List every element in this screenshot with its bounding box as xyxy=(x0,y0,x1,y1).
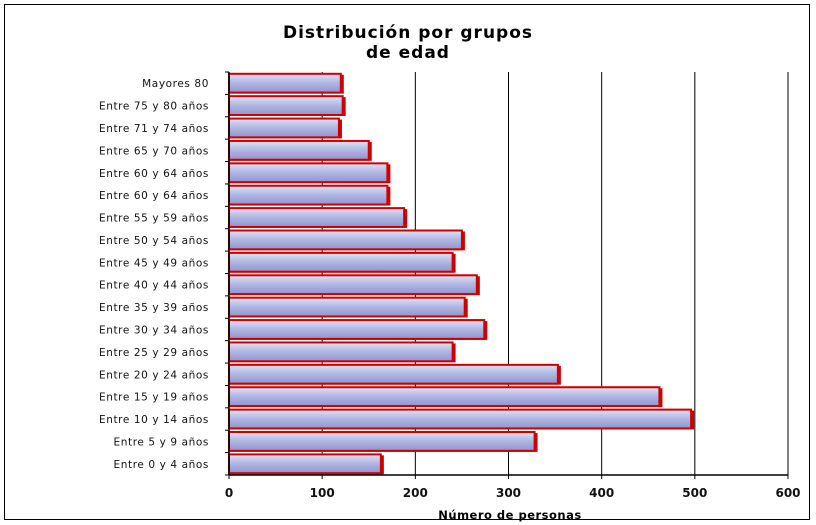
category-label: Entre 40 y 44 años xyxy=(99,280,209,292)
category-label: Entre 20 y 24 años xyxy=(99,369,209,381)
category-labels: Mayores 80 Entre 75 y 80 años Entre 71 y 7… xyxy=(99,78,209,471)
bar xyxy=(228,431,536,452)
bars xyxy=(228,72,695,475)
category-label: Entre 10 y 14 años xyxy=(99,414,209,426)
x-tick-label: 400 xyxy=(589,486,614,500)
chart-title: Distribución por grupos de edad xyxy=(283,23,533,63)
category-label: Entre 65 y 70 años xyxy=(99,145,209,157)
bar xyxy=(228,117,340,139)
grid-lines xyxy=(321,72,789,475)
x-tick-label: 500 xyxy=(682,486,707,500)
axes xyxy=(225,71,789,479)
chart-title-line-1: Distribución por grupos xyxy=(283,23,533,43)
category-label: Entre 0 y 4 años xyxy=(114,459,209,471)
bar xyxy=(228,274,478,296)
x-tick-label: 0 xyxy=(225,486,233,500)
bar xyxy=(228,319,486,340)
x-axis-title: Número de personas xyxy=(438,508,581,522)
category-label: Entre 60 y 64 años xyxy=(99,190,209,202)
category-label: Entre 75 y 80 años xyxy=(99,101,209,113)
category-label: Entre 71 y 74 años xyxy=(99,123,209,135)
category-label: Entre 25 y 29 años xyxy=(99,347,209,359)
category-label: Entre 35 y 39 años xyxy=(99,302,209,314)
bar xyxy=(228,139,370,161)
category-label: Entre 30 y 34 años xyxy=(99,324,209,336)
category-label: Entre 15 y 19 años xyxy=(99,392,209,404)
bar xyxy=(228,162,389,184)
chart-title-line-2: de edad xyxy=(366,43,450,63)
bar xyxy=(228,363,559,385)
bar xyxy=(228,229,463,251)
bar xyxy=(228,453,382,475)
bar xyxy=(228,207,406,228)
bar xyxy=(228,251,454,273)
bar xyxy=(228,184,389,206)
x-tick-label: 300 xyxy=(496,486,521,500)
bar xyxy=(228,72,342,94)
category-label: Entre 50 y 54 años xyxy=(99,235,209,247)
bar xyxy=(228,341,454,363)
category-label: Mayores 80 xyxy=(142,78,209,90)
x-tick-label: 600 xyxy=(775,486,800,500)
bar xyxy=(228,408,693,430)
bar xyxy=(228,386,661,408)
category-label: Entre 45 y 49 años xyxy=(99,257,209,269)
x-tick-label: 100 xyxy=(310,486,335,500)
category-label: Entre 60 y 64 años xyxy=(99,168,209,180)
bar xyxy=(228,296,466,318)
x-tick-label: 200 xyxy=(403,486,428,500)
bar xyxy=(228,95,344,116)
category-label: Entre 5 y 9 años xyxy=(114,436,209,448)
tick-labels: 0 100 200 300 400 500 600 xyxy=(225,486,801,500)
category-label: Entre 55 y 59 años xyxy=(99,213,209,225)
